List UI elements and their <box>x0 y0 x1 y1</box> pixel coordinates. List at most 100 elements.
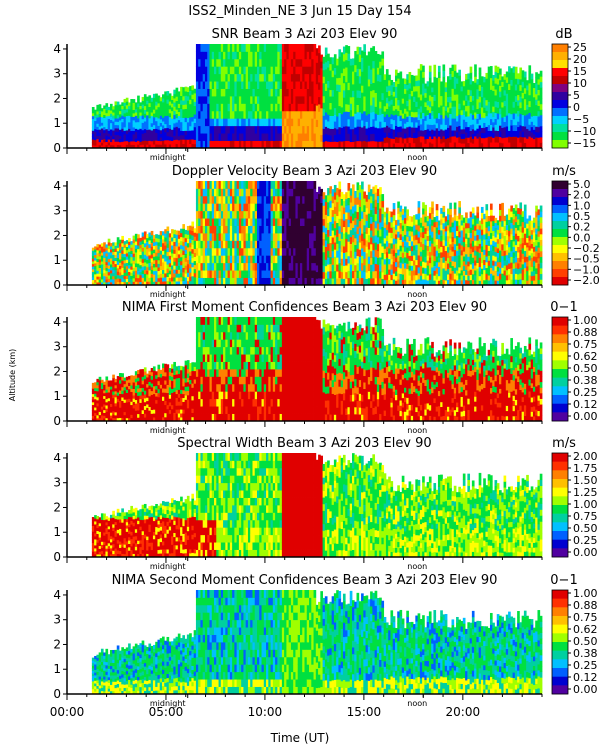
colorbar-label: −15 <box>573 137 596 150</box>
colorbar-swatch <box>552 531 568 540</box>
midnight-marker: midnight <box>150 290 186 299</box>
midnight-marker: midnight <box>150 153 186 162</box>
colorbar-swatch <box>552 317 568 326</box>
panel-5: NIMA Second Moment Confidences Beam 3 Az… <box>53 573 597 708</box>
colorbar-swatch <box>552 590 568 599</box>
colorbar-swatch <box>552 68 568 77</box>
colorbar-swatch <box>552 616 568 625</box>
colorbar-label: 0.00 <box>573 410 598 423</box>
colorbar-label: 1.00 <box>573 314 598 327</box>
y-tick-label: 4 <box>53 179 61 193</box>
heatmap <box>91 317 543 422</box>
colorbar-swatch <box>552 487 568 497</box>
midnight-marker: midnight <box>150 562 186 571</box>
colorbar-swatch <box>552 377 568 387</box>
noon-marker: noon <box>407 153 427 162</box>
colorbar-swatch <box>552 412 568 422</box>
colorbar-label: 0.75 <box>573 338 598 351</box>
colorbar-swatch <box>552 76 568 85</box>
y-tick-label: 0 <box>53 141 61 155</box>
colorbar-label: 0.75 <box>573 611 598 624</box>
colorbar-unit: m/s <box>552 164 576 179</box>
colorbar-swatch <box>552 668 568 677</box>
colorbar-label: 1.00 <box>573 498 598 511</box>
y-tick-label: 1 <box>53 662 61 676</box>
colorbar-label: 0.25 <box>573 659 598 672</box>
y-tick-label: 2 <box>53 91 61 105</box>
colorbar-unit: dB <box>555 27 572 42</box>
colorbar: 2.001.751.501.251.000.750.500.250.00 <box>551 450 598 559</box>
panel-4: Spectral Width Beam 3 Azi 203 Elev 90 m/s… <box>53 436 597 571</box>
colorbar-swatch <box>552 100 568 109</box>
panel-title: Spectral Width Beam 3 Azi 203 Elev 90 <box>177 436 431 451</box>
colorbar-swatch <box>552 369 568 378</box>
colorbar-label: 0.75 <box>573 510 598 523</box>
x-tick-label: 10:00 <box>248 705 283 719</box>
x-tick-label: 20:00 <box>446 705 481 719</box>
colorbar-swatch <box>552 124 568 133</box>
colorbar-label: 0.5 <box>573 210 591 223</box>
colorbar-label: 20 <box>573 53 587 66</box>
colorbar-label: 5.0 <box>573 178 591 191</box>
colorbar-swatch <box>552 52 568 61</box>
colorbar-label: 0.88 <box>573 326 598 339</box>
colorbar-swatch <box>552 116 568 125</box>
colorbar-swatch <box>552 261 568 270</box>
colorbar-swatch <box>552 403 568 413</box>
colorbar-swatch <box>552 277 568 286</box>
colorbar-swatch <box>552 60 568 69</box>
y-tick-label: 4 <box>53 451 61 465</box>
panel-title: NIMA First Moment Confidences Beam 3 Azi… <box>122 300 487 315</box>
heatmap <box>91 181 543 286</box>
colorbar-swatch <box>552 245 568 254</box>
colorbar-swatch <box>552 659 568 669</box>
panel-title: Doppler Velocity Beam 3 Azi 203 Elev 90 <box>172 164 437 179</box>
x-tick-label: 05:00 <box>149 705 184 719</box>
colorbar-swatch <box>552 213 568 222</box>
heatmap <box>91 44 543 149</box>
colorbar-swatch <box>552 334 568 344</box>
x-axis-ticks: 00:00 05:00 10:00 15:00 20:00 <box>50 705 480 719</box>
y-tick-label: 2 <box>53 364 61 378</box>
midnight-marker: midnight <box>150 426 186 435</box>
colorbar-label: 0.38 <box>573 647 598 660</box>
colorbar-label: 1.50 <box>573 474 598 487</box>
y-tick-label: 2 <box>53 228 61 242</box>
colorbar-swatch <box>552 197 568 206</box>
y-tick-label: 0 <box>53 550 61 564</box>
x-tick-label: 15:00 <box>347 705 382 719</box>
y-tick-label: 1 <box>53 253 61 267</box>
colorbar-label: 1.00 <box>573 587 598 600</box>
colorbar-label: 0.50 <box>573 635 598 648</box>
colorbar-label: 0.0 <box>573 231 591 244</box>
colorbar-label: 2.0 <box>573 189 591 202</box>
colorbar-swatch <box>552 650 568 660</box>
y-tick-label: 0 <box>53 687 61 701</box>
noon-marker: noon <box>407 290 427 299</box>
colorbar-label: 10 <box>573 77 587 90</box>
colorbar-label: 25 <box>573 41 587 54</box>
colorbar-swatch <box>552 351 568 361</box>
colorbar: 1.000.880.750.620.500.380.250.120.00 <box>551 314 598 423</box>
heatmap <box>91 590 543 695</box>
colorbar-swatch <box>552 140 568 149</box>
colorbar-swatch <box>552 386 568 396</box>
colorbar-label: 0 <box>573 101 580 114</box>
colorbar-label: −5 <box>573 113 589 126</box>
colorbar-swatch <box>552 642 568 651</box>
colorbar-swatch <box>552 522 568 532</box>
colorbar-swatch <box>552 237 568 246</box>
y-tick-label: 4 <box>53 588 61 602</box>
colorbar-swatch <box>552 395 568 404</box>
colorbar-label: 2.00 <box>573 450 598 463</box>
y-tick-label: 3 <box>53 204 61 218</box>
colorbar-label: 1.25 <box>573 486 598 499</box>
colorbar-label: 15 <box>573 65 587 78</box>
colorbar-label: 0.50 <box>573 522 598 535</box>
colorbar-label: 0.12 <box>573 398 598 411</box>
colorbar-label: −2.0 <box>573 274 600 287</box>
colorbar-label: −0.2 <box>573 242 600 255</box>
panel-title: NIMA Second Moment Confidences Beam 3 Az… <box>112 573 498 588</box>
colorbar-swatch <box>552 44 568 53</box>
y-tick-label: 2 <box>53 500 61 514</box>
